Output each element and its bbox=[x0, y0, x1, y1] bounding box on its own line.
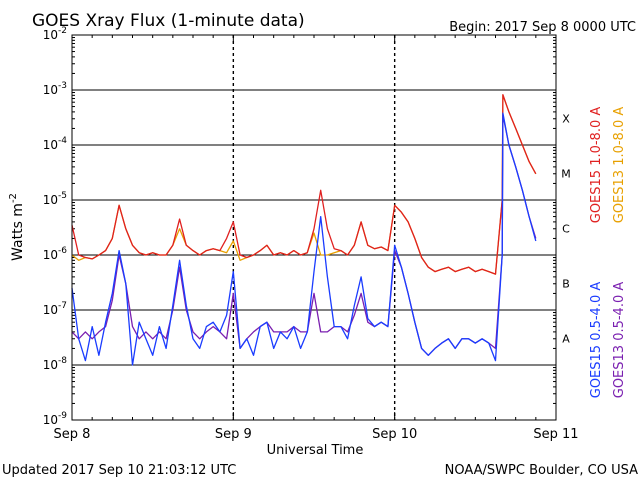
x-tick-label: Sep 10 bbox=[372, 427, 417, 442]
y-tick-mantissa: 10 bbox=[43, 413, 58, 427]
y-tick-mantissa: 10 bbox=[43, 193, 58, 207]
flare-class-a: A bbox=[562, 333, 570, 346]
credit-label: NOAA/SWPC Boulder, CO USA bbox=[445, 463, 638, 478]
y-tick-exponent: -5 bbox=[58, 191, 67, 201]
x-tick-label: Sep 9 bbox=[215, 427, 252, 442]
y-tick-mantissa: 10 bbox=[43, 28, 58, 42]
y-tick-exponent: -8 bbox=[58, 356, 67, 366]
updated-timestamp: Updated 2017 Sep 10 21:03:12 UTC bbox=[2, 463, 236, 478]
y-axis-label: Watts m-2 bbox=[8, 193, 26, 261]
y-tick-mantissa: 10 bbox=[43, 83, 58, 97]
y-tick-label: 10-9 bbox=[43, 411, 68, 427]
flare-class-labels: A B C M X bbox=[561, 113, 571, 346]
x-tick-label: Sep 11 bbox=[533, 427, 578, 442]
y-axis-label-sup: -2 bbox=[8, 193, 19, 203]
y-tick-label: 10-2 bbox=[43, 26, 67, 42]
x-tick-label: Sep 8 bbox=[54, 427, 91, 442]
y-tick-label: 10-7 bbox=[43, 301, 67, 317]
begin-label: Begin: 2017 Sep 8 0000 UTC bbox=[449, 20, 636, 35]
y-tick-exponent: -9 bbox=[58, 411, 67, 421]
plot-frame bbox=[71, 34, 557, 421]
series-layer bbox=[71, 94, 537, 366]
legend-item: GOES15 0.5-4.0 A bbox=[589, 282, 604, 399]
x-axis-label: Universal Time bbox=[267, 443, 364, 458]
chart-title: GOES Xray Flux (1-minute data) bbox=[32, 11, 305, 31]
y-tick-exponent: -6 bbox=[58, 246, 67, 256]
y-tick-label: 10-6 bbox=[43, 246, 68, 262]
y-tick-mantissa: 10 bbox=[43, 248, 58, 262]
flare-class-x: X bbox=[562, 113, 570, 126]
y-tick-label: 10-5 bbox=[43, 191, 67, 207]
flare-class-m: M bbox=[561, 168, 571, 181]
legend-item: GOES13 0.5-4.0 A bbox=[612, 282, 627, 399]
y-tick-exponent: -4 bbox=[58, 136, 67, 146]
y-tick-mantissa: 10 bbox=[43, 303, 58, 317]
y-tick-label: 10-3 bbox=[43, 81, 67, 97]
legend: GOES15 1.0-8.0 A GOES13 1.0-8.0 A GOES15 0… bbox=[589, 107, 627, 399]
legend-item: GOES15 1.0-8.0 A bbox=[589, 107, 604, 224]
y-tick-label: 10-4 bbox=[43, 136, 68, 152]
y-tick-mantissa: 10 bbox=[43, 138, 58, 152]
legend-item: GOES13 1.0-8.0 A bbox=[612, 107, 627, 224]
y-tick-mantissa: 10 bbox=[43, 358, 58, 372]
series-line-goes15-1-0-8-0-a bbox=[71, 94, 537, 275]
y-tick-exponent: -2 bbox=[58, 26, 67, 36]
y-tick-exponent: -3 bbox=[58, 81, 67, 91]
y-tick-labels: 10-910-810-710-610-510-410-310-2 bbox=[43, 26, 68, 427]
y-tick-exponent: -7 bbox=[58, 301, 67, 311]
y-axis-label-main: Watts m bbox=[10, 203, 26, 261]
x-tick-labels: Sep 8 Sep 9 Sep 10 Sep 11 bbox=[54, 427, 579, 442]
series-line-goes15-0-5-4-0-a bbox=[71, 112, 537, 366]
flare-class-b: B bbox=[562, 278, 570, 291]
flare-class-c: C bbox=[562, 223, 570, 236]
y-tick-label: 10-8 bbox=[43, 356, 68, 372]
